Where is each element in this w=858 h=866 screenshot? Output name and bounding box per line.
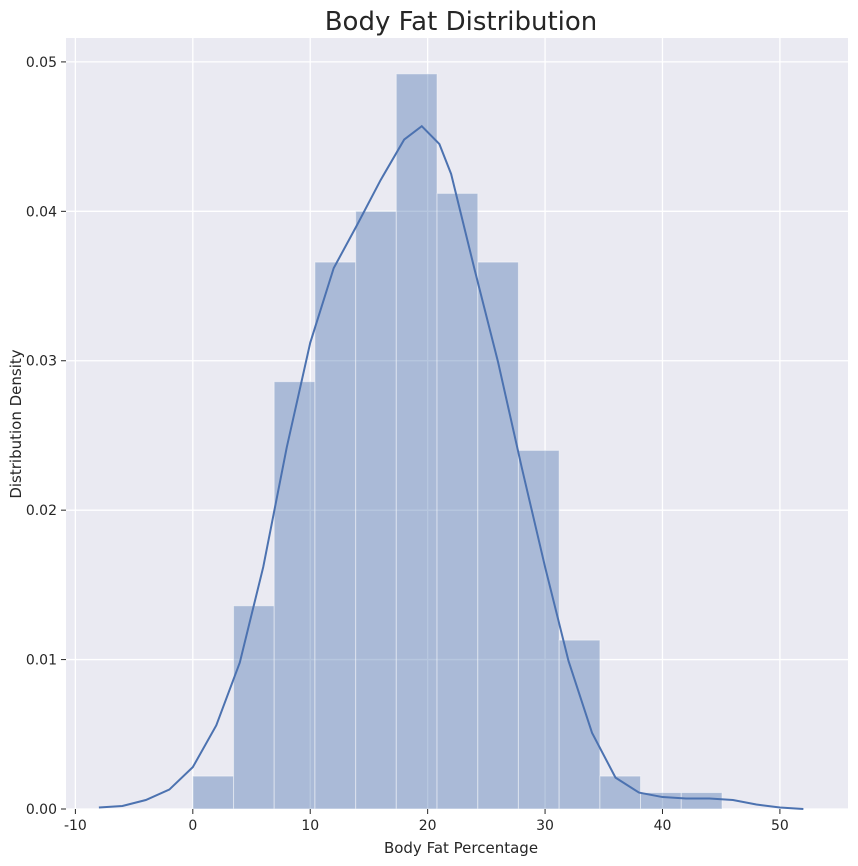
y-tick-label: 0.04 <box>26 204 57 220</box>
histogram-bar <box>558 639 601 810</box>
histogram-bar <box>395 73 438 810</box>
histogram-bar <box>680 792 723 810</box>
x-tick-label: 10 <box>301 818 319 834</box>
x-tick-label: 40 <box>654 818 672 834</box>
histogram-bar <box>314 261 357 810</box>
histogram-bar <box>517 449 560 810</box>
histogram-bar <box>477 261 519 810</box>
grid-layer <box>66 38 848 810</box>
chart-title: Body Fat Distribution <box>325 7 598 37</box>
bars-layer <box>192 73 723 810</box>
x-tick-label: 0 <box>188 818 197 834</box>
x-tick-label: 30 <box>536 818 554 834</box>
x-tick-label: -10 <box>64 818 87 834</box>
plot-background <box>66 38 848 809</box>
y-tick-label: 0.00 <box>26 802 57 818</box>
y-axis-label: Distribution Density <box>7 349 25 498</box>
x-axis-label: Body Fat Percentage <box>384 839 538 857</box>
histogram-bar <box>233 605 275 810</box>
histogram-bar <box>436 192 479 810</box>
y-tick-label: 0.05 <box>26 55 57 71</box>
histogram-bar <box>192 775 235 810</box>
y-tick-label: 0.01 <box>26 653 57 669</box>
histogram-bar <box>355 210 397 810</box>
y-tick-label: 0.03 <box>26 354 57 370</box>
y-tick-label: 0.02 <box>26 503 57 519</box>
histogram-bar <box>273 381 316 810</box>
x-tick-label: 20 <box>419 818 437 834</box>
kde-line <box>98 124 804 810</box>
kde-layer <box>98 124 804 810</box>
ticks-layer: -10 0 10 20 30 40 50 0.00 0.01 0.02 0.03 0.04 0.05 <box>26 55 789 834</box>
x-tick-label: 50 <box>771 818 789 834</box>
